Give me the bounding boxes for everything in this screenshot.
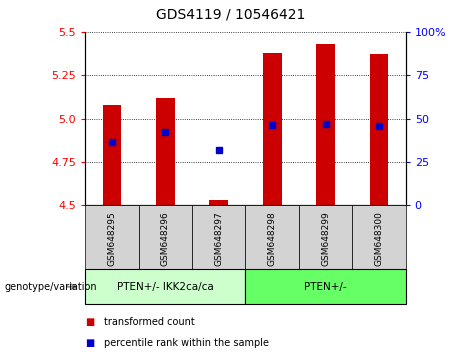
Text: GSM648299: GSM648299 <box>321 211 330 266</box>
Text: PTEN+/- IKK2ca/ca: PTEN+/- IKK2ca/ca <box>117 282 214 292</box>
Bar <box>103 105 121 205</box>
Text: GSM648297: GSM648297 <box>214 211 223 266</box>
Bar <box>263 53 282 205</box>
Text: GSM648300: GSM648300 <box>374 211 384 266</box>
Text: ■: ■ <box>85 338 95 348</box>
Text: PTEN+/-: PTEN+/- <box>304 282 347 292</box>
Text: GDS4119 / 10546421: GDS4119 / 10546421 <box>156 7 305 21</box>
Bar <box>370 55 388 205</box>
Text: ■: ■ <box>85 317 95 327</box>
Bar <box>156 98 175 205</box>
Text: GSM648296: GSM648296 <box>161 211 170 266</box>
Text: GSM648298: GSM648298 <box>268 211 277 266</box>
Text: genotype/variation: genotype/variation <box>5 282 97 292</box>
Text: GSM648295: GSM648295 <box>107 211 117 266</box>
Bar <box>316 44 335 205</box>
Bar <box>209 200 228 205</box>
Text: percentile rank within the sample: percentile rank within the sample <box>104 338 269 348</box>
Text: transformed count: transformed count <box>104 317 195 327</box>
